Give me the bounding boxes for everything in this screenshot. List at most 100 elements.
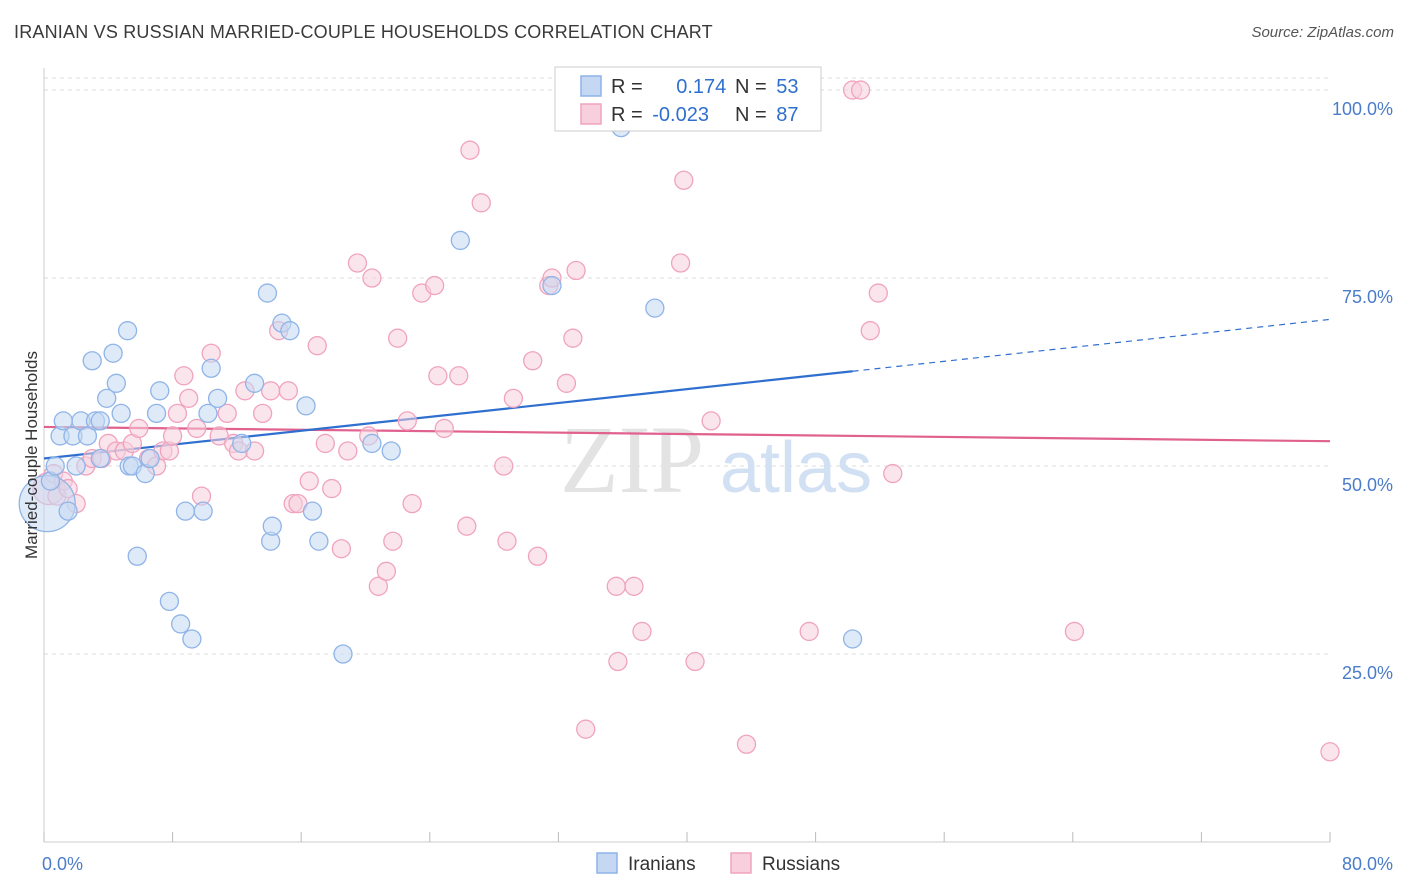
legend-iranians-n-label: N =	[735, 76, 772, 98]
point-iranians	[77, 426, 98, 446]
bottom-legend: Iranians Russians	[596, 852, 840, 875]
y-tick-labels: 25.0% 50.0% 75.0% 100.0%	[1332, 99, 1393, 683]
point-iranians	[175, 501, 196, 521]
point-iranians	[302, 501, 323, 521]
point-iranians	[111, 403, 131, 424]
watermark-atlas: atlas	[720, 428, 872, 508]
point-russians	[685, 651, 705, 672]
point-russians	[503, 388, 524, 408]
point-russians	[278, 381, 298, 401]
point-russians	[883, 463, 903, 484]
y-axis-label: Married-couple Households	[22, 351, 41, 559]
point-iranians	[127, 546, 147, 566]
bottom-legend-russians: Russians	[762, 854, 840, 875]
point-russians	[252, 403, 273, 424]
point-russians	[174, 366, 194, 386]
point-russians	[674, 170, 694, 190]
svg-text:N = 53: N = 53	[735, 76, 799, 98]
point-iranians	[362, 433, 382, 454]
point-russians	[606, 576, 626, 596]
legend-swatch-russians	[580, 103, 602, 125]
point-russians	[162, 426, 183, 446]
point-russians	[449, 366, 469, 386]
point-iranians	[280, 321, 300, 341]
point-russians	[217, 403, 237, 424]
point-russians	[376, 561, 397, 581]
point-russians	[307, 336, 327, 356]
bottom-legend-iranians: Iranians	[628, 854, 696, 875]
stats-legend: R = 0.174 N = 53 R = -0.023 N = 87	[554, 66, 822, 132]
point-russians	[315, 433, 335, 454]
point-iranians	[106, 373, 126, 393]
point-russians	[368, 576, 389, 596]
point-iranians	[159, 591, 180, 612]
trend-line-russians	[43, 425, 1331, 443]
point-iranians	[201, 358, 221, 378]
grid-lines	[44, 77, 1330, 655]
point-iranians	[90, 411, 110, 431]
point-russians	[494, 456, 514, 476]
point-russians	[402, 493, 422, 514]
points-iranians	[18, 117, 863, 664]
trend-iranians	[43, 318, 1331, 460]
point-russians	[670, 253, 691, 273]
legend-russians-n-label: N =	[735, 104, 772, 126]
chart-title: IRANIAN VS RUSSIAN MARRIED-COUPLE HOUSEH…	[14, 22, 713, 42]
point-russians	[624, 576, 644, 596]
point-russians	[397, 411, 417, 431]
point-russians	[471, 193, 491, 213]
point-iranians	[146, 403, 167, 424]
point-iranians	[450, 230, 470, 251]
point-russians	[457, 516, 477, 536]
x-tick-label-max: 80.0%	[1342, 854, 1393, 874]
svg-text:R = -0.023: R = -0.023	[611, 104, 709, 126]
point-russians	[387, 328, 408, 348]
point-russians	[563, 328, 583, 348]
point-russians	[576, 719, 596, 739]
point-iranians	[333, 644, 353, 664]
point-iranians	[117, 321, 138, 341]
point-iranians	[58, 501, 78, 521]
point-russians	[187, 418, 207, 439]
point-iranians	[103, 343, 123, 363]
point-russians	[424, 275, 445, 296]
point-russians	[261, 381, 281, 401]
point-iranians	[257, 283, 278, 303]
point-iranians	[842, 629, 863, 649]
point-russians	[799, 621, 819, 642]
bottom-legend-swatch-iranians	[596, 852, 618, 874]
point-iranians	[309, 531, 329, 551]
bottom-legend-swatch-russians	[730, 852, 752, 874]
point-iranians	[45, 456, 65, 476]
point-russians	[167, 403, 188, 424]
point-russians	[129, 418, 149, 439]
point-russians	[383, 531, 403, 551]
svg-text:R = 0.174: R = 0.174	[611, 76, 726, 98]
point-iranians	[244, 373, 265, 393]
point-russians	[860, 321, 880, 341]
point-russians	[868, 283, 888, 303]
point-iranians	[150, 381, 170, 401]
point-russians	[497, 531, 517, 551]
point-iranians	[542, 275, 562, 296]
point-iranians	[170, 614, 191, 634]
point-russians	[347, 253, 368, 273]
legend-iranians-r-label: R =	[611, 76, 648, 98]
point-iranians	[198, 403, 218, 424]
y-tick-label: 25.0%	[1342, 663, 1393, 683]
point-russians	[736, 734, 757, 754]
axes	[43, 68, 1331, 843]
point-iranians	[140, 448, 160, 469]
point-russians	[850, 80, 871, 100]
point-iranians	[90, 448, 110, 469]
legend-iranians-r-value: 0.174	[676, 76, 726, 98]
svg-text:N = 87: N = 87	[735, 104, 799, 126]
point-iranians	[232, 433, 252, 454]
point-iranians	[66, 456, 86, 476]
watermark: ZIP atlas	[560, 406, 872, 513]
point-russians	[338, 441, 358, 461]
x-tick-label-min: 0.0%	[42, 854, 83, 874]
y-tick-label: 50.0%	[1342, 475, 1393, 495]
legend-iranians-n-value: 53	[776, 76, 798, 98]
